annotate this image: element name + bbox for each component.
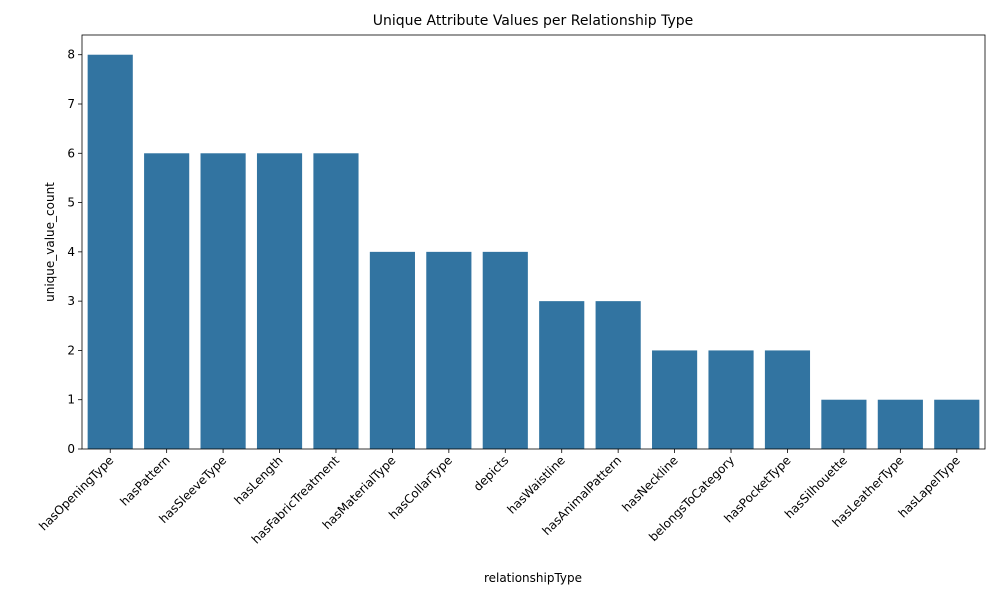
y-tick-label: 3: [67, 294, 75, 308]
chart-title: Unique Attribute Values per Relationship…: [373, 13, 694, 29]
bar-hasNeckline: [652, 350, 698, 449]
y-tick-label: 1: [67, 393, 75, 407]
x-tick-label: hasOpeningType: [36, 453, 116, 533]
bar-hasPocketType: [764, 350, 811, 449]
plot-frame: [81, 34, 986, 450]
bar-belongsToCategory: [708, 350, 754, 449]
bar-hasSleeveType: [200, 153, 246, 450]
bar-depicts: [482, 251, 528, 449]
x-tick-label: hasNeckline: [619, 453, 680, 514]
y-tick-label: 5: [67, 196, 75, 210]
x-tick-label: hasPattern: [117, 453, 172, 508]
y-tick-label: 8: [67, 48, 75, 62]
y-axis-label: unique_value_count: [43, 182, 57, 302]
y-tick-label: 4: [67, 245, 75, 259]
bar-hasMaterialType: [369, 251, 415, 449]
y-tick-label: 0: [67, 442, 75, 456]
bar-hasLength: [256, 153, 303, 450]
y-tick-label: 6: [67, 146, 75, 160]
y-tick-label: 7: [67, 97, 75, 111]
x-tick-label: depicts: [471, 453, 512, 494]
bar-hasPattern: [144, 153, 190, 450]
bars-group: [87, 54, 980, 450]
y-axis: 0 1 2 3 4 5 6 7 8: [67, 48, 82, 456]
y-tick-label: 2: [67, 343, 75, 357]
bar-hasWaistline: [539, 301, 585, 449]
bar-hasFabricTreatment: [313, 153, 359, 450]
bar-hasLapelType: [934, 399, 980, 449]
bar-hasCollarType: [426, 251, 472, 449]
x-axis-label: relationshipType: [484, 571, 582, 585]
bar-hasOpeningType: [87, 54, 133, 449]
bar-hasSilhouette: [821, 399, 867, 449]
x-tick-label: hasLength: [231, 453, 285, 507]
bar-hasAnimalPattern: [595, 301, 641, 449]
bar-hasLeatherType: [877, 399, 923, 449]
x-tick-label: hasWaistline: [504, 453, 567, 516]
